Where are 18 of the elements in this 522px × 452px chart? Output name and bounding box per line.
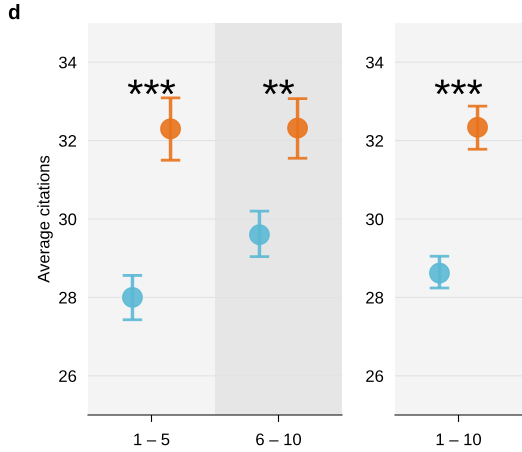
y-tick-label: 32 [58, 135, 76, 147]
annotation: *** [434, 80, 482, 94]
x-tick-label: 6 – 10 [256, 433, 302, 446]
y-tick-label: 26 [59, 370, 76, 382]
y-tick-label: 28 [59, 292, 76, 304]
y-tick-label: 34 [58, 56, 76, 68]
y-tick-label: 26 [366, 370, 384, 382]
x-tick-label: 1 – 5 [134, 434, 170, 446]
annotation: ** [262, 80, 294, 94]
chart-title: d [8, 4, 20, 20]
y-tick-label: 34 [366, 56, 384, 68]
y-tick-label: 30 [58, 213, 76, 226]
y-tick-label: 30 [366, 213, 384, 226]
y-tick-label: 28 [366, 292, 384, 304]
y-axis-title: Average citations [37, 156, 53, 283]
annotation: *** [128, 80, 176, 94]
x-tick-label: 1 – 10 [436, 433, 482, 446]
y-tick-label: 32 [366, 135, 384, 147]
